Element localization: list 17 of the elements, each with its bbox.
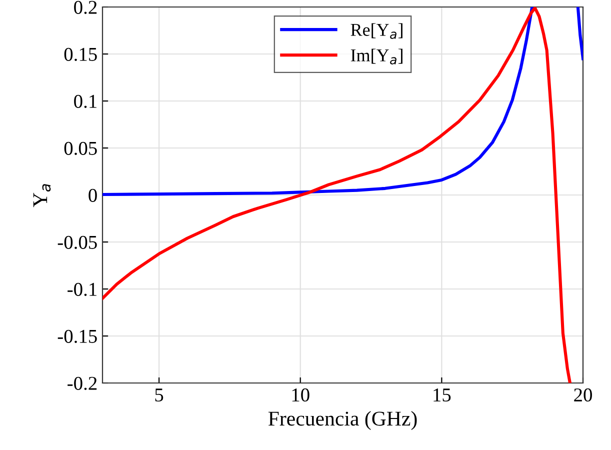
y-axis-title: Y$_{a}$ xyxy=(33,184,51,208)
y-tick-label: 0.1 xyxy=(74,94,96,108)
y-tick-label: -0.1 xyxy=(68,282,96,296)
legend-label: Im[Y$_{a}$] xyxy=(350,48,402,64)
x-axis-title: Frecuencia (GHz) xyxy=(268,411,417,430)
x-tick-label: 20 xyxy=(574,388,592,402)
x-tick-label: 10 xyxy=(292,388,310,402)
y-tick-label: -0.05 xyxy=(58,236,97,250)
y-tick-label: 0.2 xyxy=(74,0,97,14)
legend-label: Re[Y$_{a}$] xyxy=(350,23,402,39)
y-tick-label: 0 xyxy=(88,188,97,202)
y-tick-label: -0.2 xyxy=(68,376,97,390)
y-tick-label: 0.15 xyxy=(64,48,97,62)
y-tick-label: 0.05 xyxy=(64,142,97,156)
y-tick-label: -0.15 xyxy=(58,330,97,344)
x-tick-label: 15 xyxy=(434,388,451,402)
x-tick-label: 5 xyxy=(155,388,164,402)
